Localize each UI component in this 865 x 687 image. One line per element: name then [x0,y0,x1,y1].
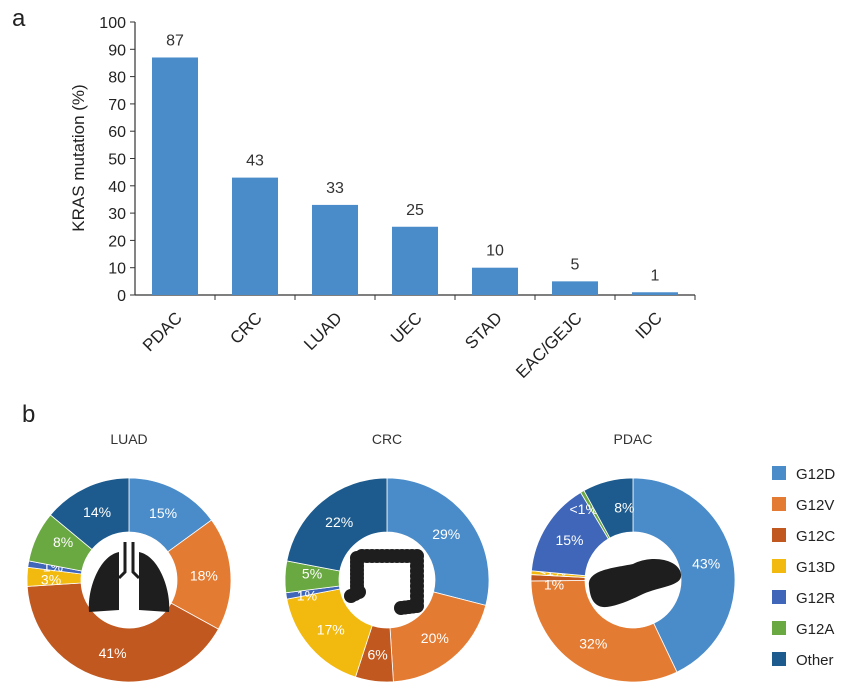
slice-label: 8% [53,534,73,550]
legend-label: G13D [796,559,835,576]
bar-value-label: 33 [326,180,344,197]
bar-value-label: 25 [406,202,424,219]
y-tick-label: 0 [117,288,126,305]
y-tick-label: 90 [108,42,126,59]
slice-label: 6% [367,646,387,662]
y-tick-label: 50 [108,152,126,169]
bar-value-label: 1 [651,267,660,284]
donut-title: CRC [372,431,402,447]
legend-swatch-g12v [772,497,786,511]
y-tick-label: 30 [108,206,126,223]
colon-icon [344,549,424,615]
slice-label: 32% [579,636,607,652]
y-tick-label: 40 [108,179,126,196]
legend-label: G12V [796,497,834,514]
legend-label: G12D [796,466,835,483]
pancreas-icon [588,559,682,608]
slice-other [583,477,634,539]
legend-swatch-other [772,652,786,666]
bar-eac-gejc [552,281,598,295]
y-axis-label: KRAS mutation (%) [69,84,88,231]
x-category-label: STAD [461,308,506,353]
legend-label: G12A [796,621,834,638]
legend-swatch-g12r [772,590,786,604]
bar-idc [632,292,678,295]
slice-label: <1% [569,501,597,517]
bar-value-label: 87 [166,32,184,49]
donut-charts: LUAD 15% 18% 41% 3% 1% 8% 14% CRC 29% 20% 6% 17% 1% 5%… [26,431,736,683]
slice-label: 1% [297,588,317,604]
y-tick-label: 20 [108,233,126,250]
panel-label-b: b [22,401,35,428]
y-tick-label: 80 [108,70,126,87]
donut-title: LUAD [110,431,147,447]
x-category-label: UEC [387,308,426,347]
x-category-label: PDAC [139,308,186,355]
bar-uec [392,226,438,295]
bar-value-label: 43 [246,153,264,170]
y-tick-label: 70 [108,97,126,114]
legend-label: G12R [796,590,835,607]
slice-label: 15% [149,505,177,521]
slice-label: 14% [83,504,111,520]
slice-label: 29% [432,526,460,542]
bar-marks: 87 43 33 25 10 5 1 [152,32,678,295]
bar-value-label: 10 [486,243,504,260]
legend-label: G12C [796,528,835,545]
donut-title: PDAC [614,431,653,447]
legend-swatch-g12d [772,466,786,480]
y-tick-label: 60 [108,124,126,141]
slice-g12v [530,580,678,683]
legend-swatch-g13d [772,559,786,573]
slice-label: 3% [41,572,61,588]
panel-label-a: a [12,5,26,32]
slice-label: 18% [190,567,218,583]
y-tick-label: 10 [108,261,126,278]
x-category-label: IDC [632,308,666,342]
slice-g12c [26,582,219,683]
lung-icon [88,542,170,612]
slice-label: 41% [99,645,127,661]
bar-crc [232,177,278,295]
slice-label: 1% [544,576,564,592]
slice-label: 20% [421,630,449,646]
slice-label: 15% [555,532,583,548]
slice-label: 5% [302,566,322,582]
bar-pdac [152,57,198,295]
y-tick-label: 100 [99,15,126,32]
slice-label: 8% [614,499,634,515]
legend-swatch-g12c [772,528,786,542]
legend: G12D G12V G12C G13D G12R G12A Other [772,466,835,669]
bar-value-label: 5 [571,256,580,273]
legend-label: Other [796,652,834,669]
x-category-label: LUAD [300,308,346,354]
slice-label: 17% [317,622,345,638]
bar-chart: KRAS mutation (%) 0 10 20 30 40 50 60 70 80 90 100… [69,15,696,382]
x-category-label: CRC [226,308,265,347]
bar-stad [472,267,518,295]
x-category-label: EAC/GEJC [512,308,586,382]
slice-label: 43% [692,555,720,571]
legend-swatch-g12a [772,621,786,635]
bar-luad [312,204,358,295]
slice-label: 22% [325,514,353,530]
donut-crc: CRC 29% 20% 6% 17% 1% 5% 22% [284,431,490,683]
